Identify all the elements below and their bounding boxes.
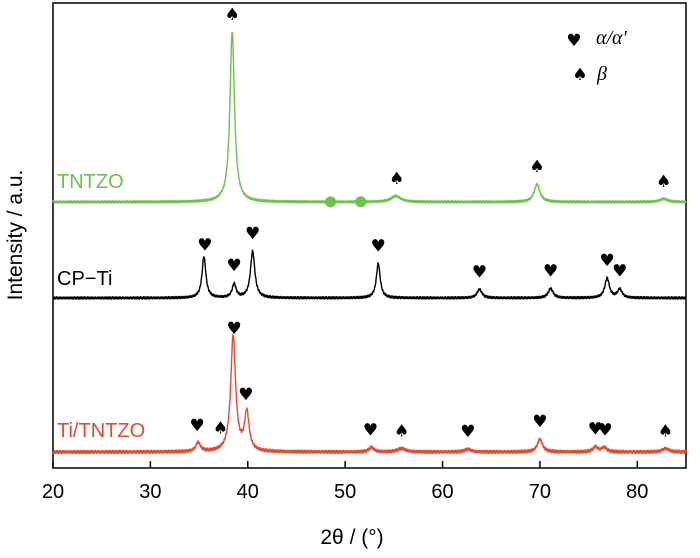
legend-beta-label: β xyxy=(596,63,607,85)
alpha-peak-marker: ♥ xyxy=(190,416,205,436)
x-tick-label: 60 xyxy=(431,481,453,503)
y-axis-title: Intensity / a.u. xyxy=(4,170,27,301)
alpha-peak-marker: ♥ xyxy=(612,261,627,281)
series-dot-marker xyxy=(325,196,337,208)
alpha-peak-marker: ♥ xyxy=(371,237,386,257)
alpha-peak-marker: ♥ xyxy=(363,421,378,441)
series-ti-tntzo: Ti/TNTZO ♥ ♠♥♥♥ ♠ ♥ ♥ ♥♥ ♠ xyxy=(52,319,687,455)
alpha-peak-marker: ♥ xyxy=(598,420,613,440)
alpha-peak-marker: ♥ xyxy=(227,256,242,276)
alpha-peak-marker: ♥ xyxy=(238,385,253,405)
beta-peak-marker: ♠ xyxy=(213,419,228,439)
alpha-peak-marker: ♥ xyxy=(588,419,603,439)
x-tick-label: 20 xyxy=(42,481,64,503)
alpha-peak-marker: ♥ xyxy=(532,412,547,432)
beta-peak-marker: ♠ xyxy=(658,421,673,441)
x-tick-label: 80 xyxy=(626,481,648,503)
alpha-peak-marker: ♥ xyxy=(197,236,212,256)
series-line xyxy=(52,333,687,455)
series-label: TNTZO xyxy=(57,171,124,193)
series-dot-marker xyxy=(355,196,367,208)
legend-heart-symbol: ♥ xyxy=(566,31,581,51)
alpha-peak-marker: ♥ xyxy=(472,262,487,282)
x-tick-label: 50 xyxy=(334,481,356,503)
series-line xyxy=(52,31,687,204)
legend-spade-symbol: ♠ xyxy=(572,65,587,85)
x-axis-title: 2θ / (°) xyxy=(320,526,383,549)
plot-frame xyxy=(52,2,687,469)
series-layer: TNTZO♠♠♠♠CP−Ti♥♥♥♥♥ ♥♥♥Ti/TNTZO ♥ ♠♥♥♥ ♠ ♥ ♥ ♥♥… xyxy=(52,5,687,455)
series-cp-ti: CP−Ti♥♥♥♥♥ ♥♥♥ xyxy=(52,224,687,300)
legend-alpha-label: α/α′ xyxy=(596,27,628,49)
alpha-peak-marker: ♥ xyxy=(460,422,475,442)
series-line xyxy=(52,249,687,300)
beta-peak-marker: ♠ xyxy=(656,172,671,192)
alpha-peak-marker: ♥ xyxy=(227,319,242,339)
legend: ♥ α/α′ ♠ β xyxy=(566,27,627,85)
beta-peak-marker: ♠ xyxy=(394,421,409,441)
alpha-peak-marker: ♥ xyxy=(543,261,558,281)
series-label: CP−Ti xyxy=(57,268,112,290)
x-tick-label: 30 xyxy=(139,481,161,503)
x-tick-label: 70 xyxy=(529,481,551,503)
beta-peak-marker: ♠ xyxy=(389,169,404,189)
alpha-peak-marker: ♥ xyxy=(599,251,614,271)
x-axis-ticks: 20 30 40 50 60 70 80 xyxy=(42,461,648,503)
beta-peak-marker: ♠ xyxy=(529,157,544,177)
series-label: Ti/TNTZO xyxy=(57,420,145,442)
beta-peak-marker: ♠ xyxy=(225,5,240,25)
x-tick-label: 40 xyxy=(237,481,259,503)
alpha-peak-marker: ♥ xyxy=(245,224,260,244)
series-tntzo: TNTZO ♠ ♠ ♠ ♠ xyxy=(52,5,687,208)
